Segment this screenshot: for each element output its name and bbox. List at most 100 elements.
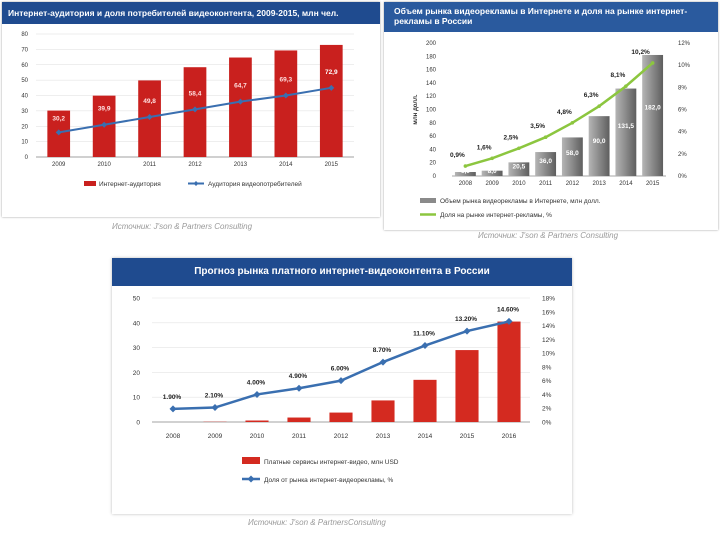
- line-marker: [253, 390, 261, 398]
- line-marker: [328, 84, 335, 91]
- line-marker: [624, 84, 628, 89]
- line-marker: [237, 98, 244, 105]
- y-tick-label: 20: [133, 370, 141, 377]
- y2-tick-label: 4%: [678, 130, 687, 136]
- data-label: 4.90%: [289, 373, 308, 380]
- legend-marker: [193, 181, 199, 186]
- line-marker: [543, 135, 548, 140]
- data-label: 49,8: [143, 98, 156, 105]
- chart-title: Прогноз рынка платного интернет-видеокон…: [112, 258, 572, 286]
- y2-tick-label: 0%: [678, 174, 687, 180]
- data-label: 58,4: [189, 90, 202, 97]
- x-tick-label: 2014: [418, 433, 433, 440]
- y2-tick-label: 2%: [678, 152, 687, 158]
- data-label: 13.20%: [455, 316, 477, 323]
- y-tick-label: 80: [429, 121, 436, 127]
- legend-label: Интернет-аудитория: [99, 181, 161, 188]
- chart-audience: 0 10 20 30 40 50 60 70 80 2009 30,2 2010 39,9 2011 49,…: [21, 32, 354, 188]
- y2-tick-label: 10%: [542, 351, 555, 358]
- y2-tick-label: 18%: [542, 296, 555, 303]
- data-label: 1.90%: [163, 394, 182, 401]
- data-label: 58,0: [566, 150, 579, 157]
- x-tick-label: 2011: [292, 433, 306, 440]
- data-label: 30,2: [52, 116, 65, 123]
- bar: [245, 420, 269, 422]
- line-marker: [490, 156, 494, 161]
- data-label: 69,3: [280, 77, 293, 84]
- data-label: 4.00%: [247, 379, 266, 386]
- data-label: 2.10%: [205, 393, 224, 400]
- line-marker: [282, 92, 289, 99]
- x-tick-label: 2016: [502, 433, 517, 440]
- bar: [561, 137, 583, 176]
- data-label: 0,9%: [450, 152, 465, 159]
- chart-panel-paid-video-forecast: Прогноз рынка платного интернет-видеокон…: [112, 258, 572, 514]
- y-tick-label: 80: [21, 32, 28, 38]
- legend-label: Аудитория видеопотребителей: [208, 180, 302, 188]
- y-tick-label: 140: [426, 81, 437, 87]
- bar: [481, 170, 503, 176]
- bar: [642, 54, 664, 176]
- y-tick-label: 60: [21, 63, 28, 69]
- x-tick-label: 2013: [376, 433, 391, 440]
- bar: [413, 379, 437, 422]
- bar: [329, 412, 353, 422]
- chart-title: Объем рынка видеорекламы в Интернете и д…: [384, 2, 718, 32]
- data-label: 3,5%: [530, 123, 545, 130]
- y-tick-label: 180: [426, 54, 437, 60]
- y2-tick-label: 8%: [678, 85, 687, 91]
- y2-tick-label: 6%: [678, 108, 687, 114]
- x-tick-label: 2010: [250, 433, 265, 440]
- line-marker: [101, 121, 108, 128]
- y2-tick-label: 0%: [542, 420, 552, 427]
- data-label: 6.00%: [331, 366, 350, 373]
- x-tick-label: 2014: [279, 162, 293, 168]
- data-label: 2,5%: [503, 134, 518, 141]
- x-tick-label: 2015: [646, 181, 660, 187]
- legend-label: Платные сервисы интернет-видео, млн USD: [264, 459, 399, 466]
- line-marker: [517, 146, 521, 151]
- y-tick-label: 60: [429, 134, 436, 140]
- y-tick-label: 50: [133, 296, 141, 303]
- chart-video-ads: 0 20 40 60 80 100 120 140 160 180 200 0% 2% 4% 6% 8% 10%…: [413, 41, 691, 219]
- y-tick-label: 30: [21, 109, 28, 115]
- y-axis-label: млн долл.: [413, 94, 419, 124]
- x-tick-label: 2009: [52, 162, 66, 168]
- source-note: Источник: J'son & Partners Consulting: [478, 231, 619, 240]
- x-tick-label: 2012: [566, 181, 580, 187]
- data-label: 8,0: [488, 168, 497, 175]
- series-line: [465, 62, 654, 168]
- legend-swatch: [84, 181, 96, 186]
- line-marker: [295, 384, 303, 392]
- legend-label: Доля от рынка интернет-видеорекламы, %: [264, 477, 394, 484]
- data-label: 1,6%: [477, 144, 492, 151]
- line-marker: [463, 327, 471, 335]
- y-tick-label: 200: [426, 41, 437, 47]
- chart-panel-video-ads: Объем рынка видеорекламы в Интернете и д…: [384, 2, 718, 230]
- x-tick-label: 2009: [485, 181, 499, 187]
- bar: [371, 400, 395, 422]
- data-label: 6,3%: [584, 92, 599, 99]
- chart-panel-audience: Интернет-аудитория и доля потребителей в…: [2, 2, 380, 217]
- x-tick-label: 2008: [166, 433, 181, 440]
- line-marker: [505, 317, 513, 325]
- x-tick-label: 2011: [143, 162, 157, 168]
- y-tick-label: 100: [426, 108, 437, 114]
- y-tick-label: 10: [21, 140, 28, 146]
- line-marker: [55, 129, 62, 136]
- y-tick-label: 40: [429, 147, 436, 153]
- y-tick-label: 40: [133, 320, 141, 327]
- y-tick-label: 0: [136, 420, 140, 427]
- x-tick-label: 2011: [539, 181, 553, 187]
- y2-tick-label: 16%: [542, 309, 555, 316]
- source-note: Источник: J'son & Partners Consulting: [112, 222, 253, 231]
- data-label: 20,5: [513, 164, 526, 171]
- line-marker: [211, 404, 219, 412]
- data-label: 8.70%: [373, 347, 392, 354]
- data-label: 39,9: [98, 106, 111, 113]
- data-label: 36,0: [539, 158, 552, 165]
- data-label: 6,0: [461, 168, 470, 175]
- data-label: 11.10%: [413, 331, 435, 338]
- bar: [455, 350, 479, 422]
- legend-marker: [247, 475, 255, 483]
